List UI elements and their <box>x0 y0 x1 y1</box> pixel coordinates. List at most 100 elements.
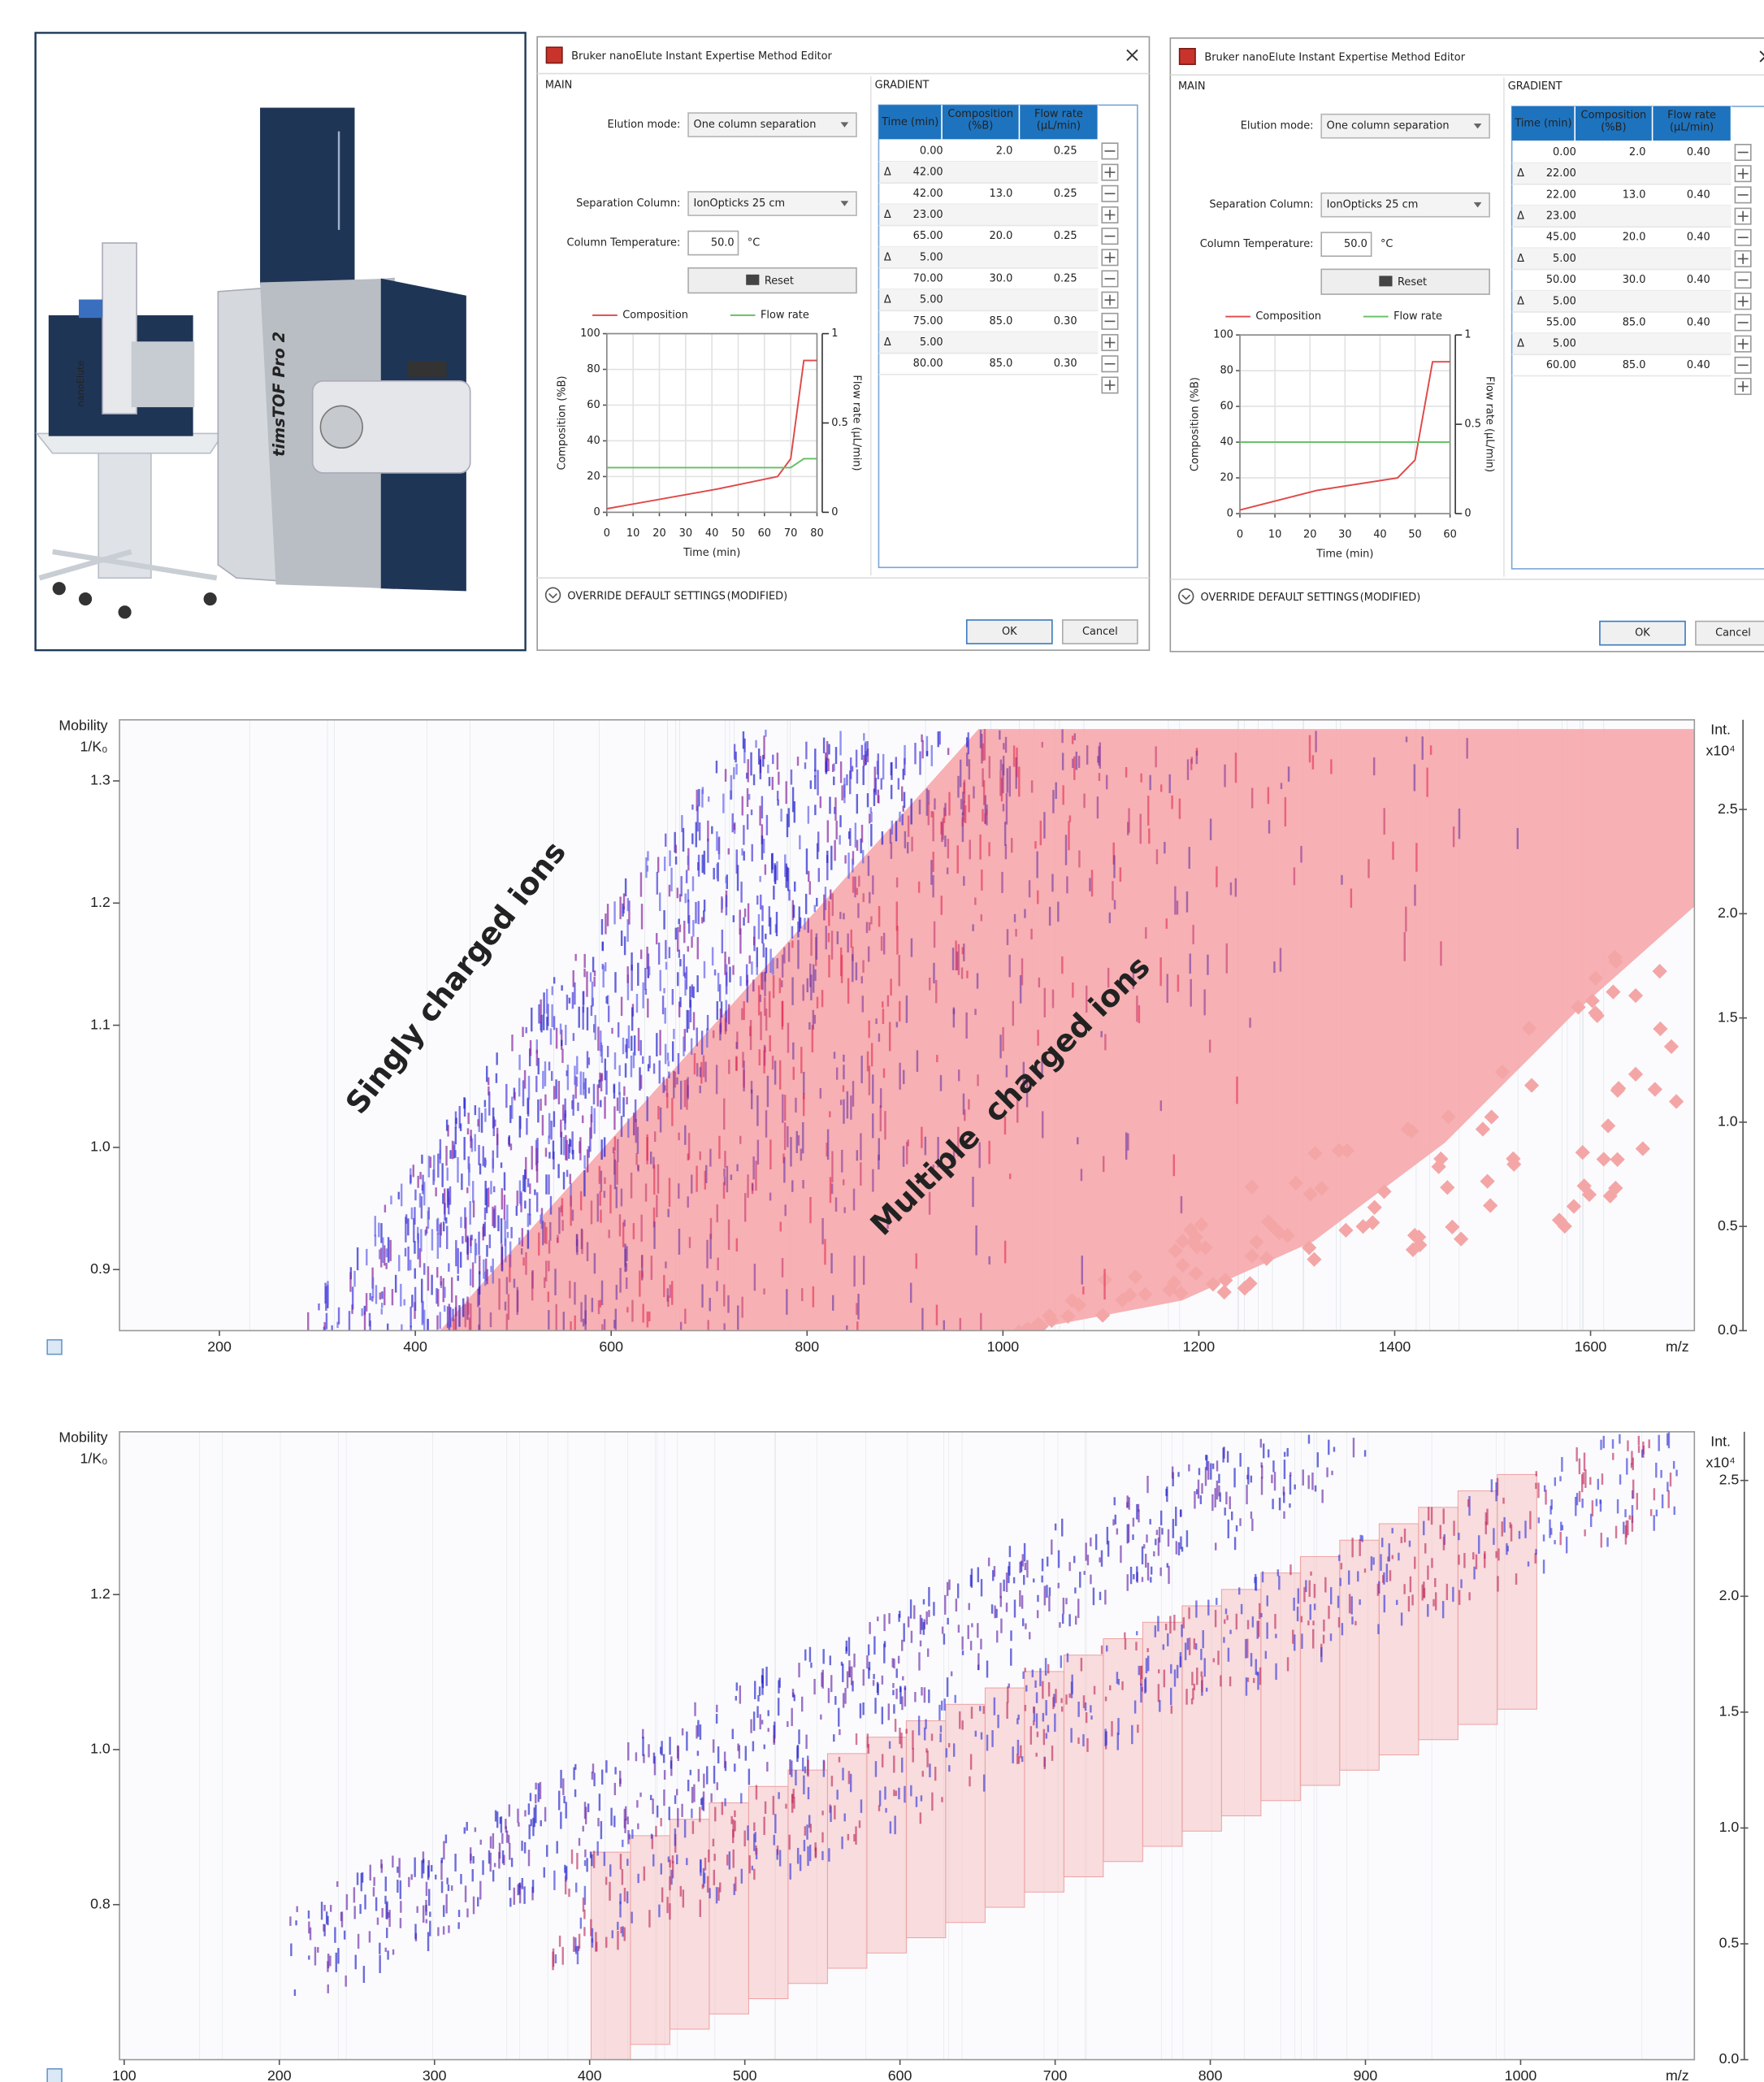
ion-streak <box>609 1864 611 1876</box>
delta-marker: Δ <box>884 251 891 263</box>
ion-streak <box>974 897 976 904</box>
ion-streak <box>861 745 863 760</box>
ion-streak <box>1597 1479 1599 1490</box>
ion-streak <box>556 1304 557 1334</box>
corner-icon[interactable] <box>47 2069 62 2082</box>
ion-streak <box>1055 1524 1056 1530</box>
ion-streak <box>765 948 767 974</box>
ion-streak <box>689 987 691 1008</box>
ion-streak <box>851 1666 852 1685</box>
ion-streak <box>796 1131 798 1153</box>
ion-streak <box>562 1104 564 1121</box>
ion-streak <box>1002 1027 1003 1051</box>
ion-streak <box>1414 764 1415 791</box>
ion-streak <box>1239 1453 1241 1467</box>
ion-streak <box>885 1808 886 1813</box>
ion-streak <box>586 971 587 996</box>
ion-streak <box>540 1782 541 1799</box>
ion-streak <box>810 1663 812 1668</box>
table-cell: 0.40 <box>1687 316 1710 328</box>
ion-streak <box>822 1670 824 1689</box>
ion-streak <box>1167 974 1168 1004</box>
ion-streak <box>759 1686 761 1695</box>
ion-streak <box>877 1684 878 1695</box>
ion-streak <box>641 904 643 929</box>
ion-streak <box>538 1004 540 1024</box>
ion-streak <box>484 1208 486 1220</box>
ion-streak <box>620 1854 622 1869</box>
ion-streak <box>1125 1133 1127 1160</box>
ion-streak <box>1472 1552 1474 1559</box>
ion-streak <box>956 1598 957 1611</box>
ion-streak <box>1120 1546 1121 1564</box>
table-cell: 5.00 <box>1553 253 1576 265</box>
expand-toggle[interactable] <box>546 588 561 602</box>
x-tick-label: 80 <box>810 527 823 540</box>
ion-streak <box>559 1936 561 1947</box>
expand-toggle[interactable] <box>1179 589 1194 604</box>
ion-streak <box>1114 1497 1116 1505</box>
ion-streak <box>793 1797 795 1808</box>
ion-streak <box>501 1255 503 1270</box>
ion-streak <box>1427 1565 1428 1579</box>
ion-streak <box>1032 1670 1034 1678</box>
ion-streak <box>754 1681 756 1698</box>
ion-streak <box>1458 1590 1460 1605</box>
ion-streak <box>532 1880 534 1893</box>
ion-streak <box>716 1714 717 1724</box>
ion-streak <box>895 757 897 768</box>
ion-streak <box>621 1189 622 1207</box>
ion-streak <box>667 1295 669 1307</box>
ion-streak <box>492 1833 494 1849</box>
ion-streak <box>1311 1473 1313 1490</box>
ion-streak <box>544 1867 545 1878</box>
ion-streak <box>1014 914 1016 922</box>
ion-streak <box>883 1614 885 1631</box>
ion-streak <box>1323 1620 1324 1632</box>
ion-streak <box>397 1880 398 1893</box>
corner-icon[interactable] <box>47 1340 62 1355</box>
ion-streak <box>382 1238 384 1263</box>
ion-streak <box>377 1918 379 1925</box>
ion-streak <box>1535 1483 1536 1489</box>
ion-streak <box>1211 1494 1213 1511</box>
ion-streak <box>677 927 678 952</box>
ion-streak <box>420 1229 422 1251</box>
ion-streak <box>841 1837 843 1849</box>
ion-streak <box>852 877 854 893</box>
ion-streak <box>421 1279 423 1303</box>
ion-streak <box>410 1260 411 1270</box>
ion-streak <box>1229 1630 1231 1634</box>
y-tick-label: 40 <box>1220 436 1233 449</box>
ion-streak <box>714 969 716 975</box>
ion-streak <box>880 1088 882 1108</box>
ion-streak <box>614 1160 616 1189</box>
ion-streak <box>906 995 908 1023</box>
ion-streak <box>1109 1685 1111 1690</box>
ion-streak <box>646 947 648 969</box>
ion-streak <box>518 1078 520 1096</box>
ion-streak <box>741 1869 743 1884</box>
ion-streak <box>1048 1682 1050 1697</box>
ion-streak <box>663 1275 665 1297</box>
ion-streak <box>1279 1498 1281 1511</box>
ion-streak <box>981 870 982 891</box>
override-link[interactable]: OVERRIDE DEFAULT SETTINGS <box>1201 592 1359 604</box>
ion-streak <box>1458 1533 1459 1540</box>
ion-streak <box>1181 1624 1182 1637</box>
ion-streak <box>673 1071 674 1099</box>
ion-streak <box>427 1866 429 1880</box>
override-link[interactable]: OVERRIDE DEFAULT SETTINGS <box>567 590 726 602</box>
ion-streak <box>503 1855 505 1866</box>
delta-row <box>1513 248 1731 269</box>
ion-streak <box>580 1918 582 1929</box>
ion-streak <box>1128 1497 1129 1509</box>
ion-streak <box>722 1802 723 1815</box>
ion-streak <box>677 887 678 898</box>
ion-streak <box>583 1319 584 1326</box>
ion-streak <box>557 1238 558 1243</box>
ion-streak <box>694 1702 696 1716</box>
ion-streak <box>462 1236 463 1243</box>
ion-streak <box>868 1021 869 1038</box>
ion-streak <box>540 1000 541 1023</box>
